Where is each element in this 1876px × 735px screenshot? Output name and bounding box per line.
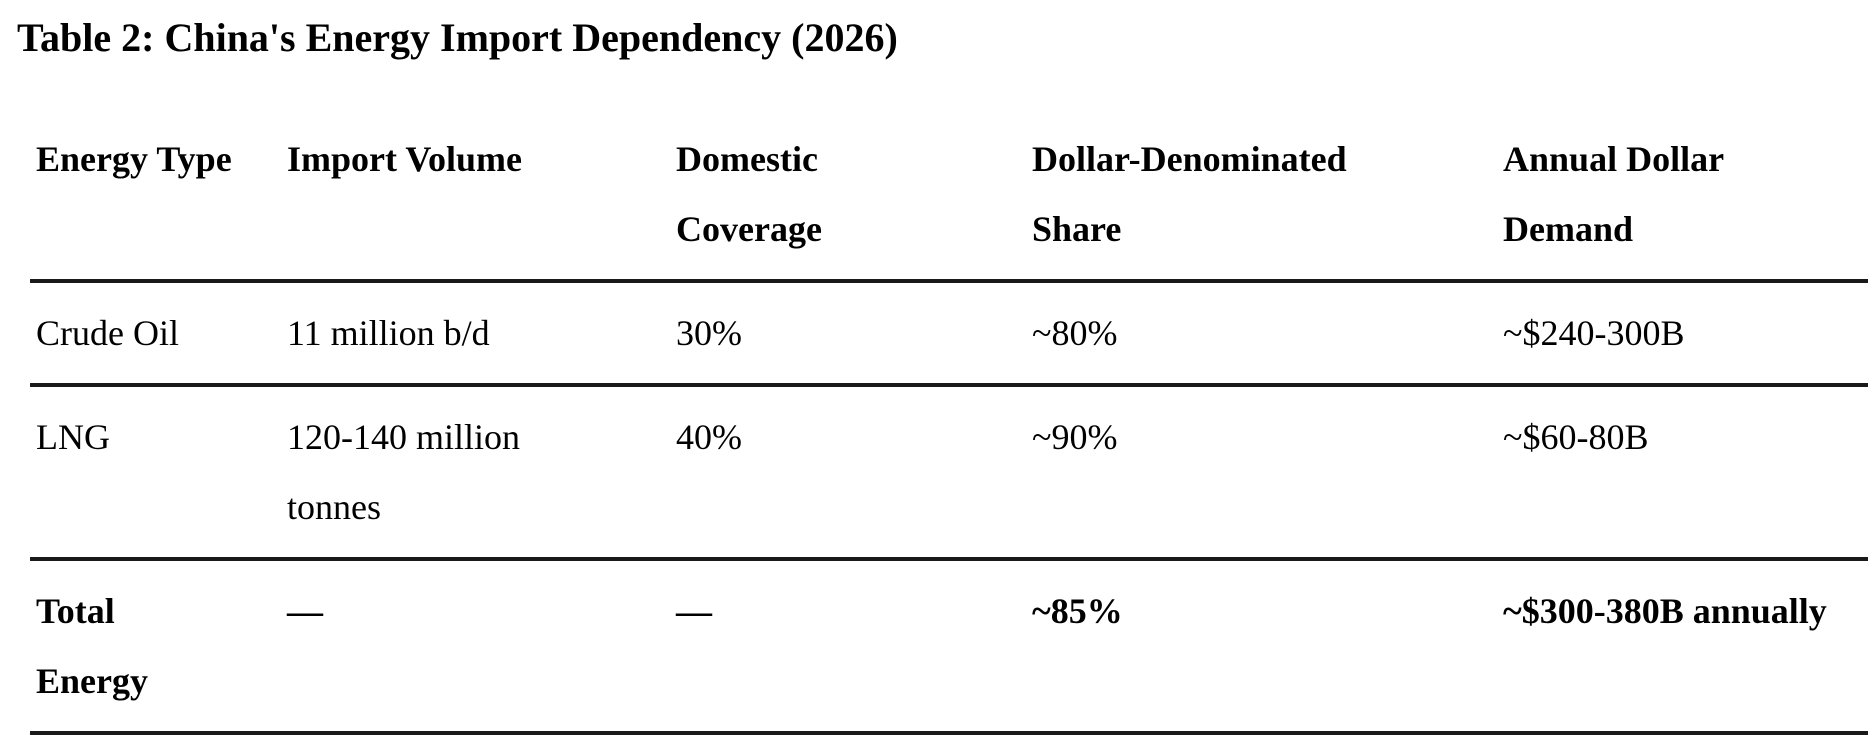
header-line: Import Volume — [287, 139, 523, 179]
header-line: Share — [1032, 209, 1122, 249]
cell-line: Crude Oil — [36, 313, 179, 353]
cell-total-energy-type: Total Energy — [30, 559, 281, 735]
page-title: Table 2: China's Energy Import Dependenc… — [17, 15, 898, 60]
energy-import-table: Energy Type Import Volume Domestic Cover… — [30, 109, 1868, 735]
cell-lng-annual-demand: ~$60-80B — [1497, 385, 1868, 561]
cell-line: — — [287, 591, 323, 631]
table-row-lng: LNG 120-140 million tonnes 40% ~90% ~$60… — [30, 385, 1868, 561]
header-line: Demand — [1503, 209, 1634, 249]
cell-lng-energy-type: LNG — [30, 385, 281, 561]
cell-crude-oil-annual-demand: ~$240-300B — [1497, 281, 1868, 387]
cell-line: ~$240-300B — [1503, 313, 1685, 353]
cell-line: 40% — [676, 417, 742, 457]
cell-crude-oil-energy-type: Crude Oil — [30, 281, 281, 387]
header-domestic-coverage: Domestic Coverage — [670, 109, 1026, 283]
cell-line: ~90% — [1032, 417, 1118, 457]
cell-line: ~$60-80B — [1503, 417, 1649, 457]
cell-lng-domestic-coverage: 40% — [670, 385, 1026, 561]
header-line: Dollar-Denominated — [1032, 139, 1347, 179]
cell-crude-oil-domestic-coverage: 30% — [670, 281, 1026, 387]
table-header: Energy Type Import Volume Domestic Cover… — [30, 109, 1868, 283]
table-body: Crude Oil 11 million b/d 30% ~80% ~$240-… — [30, 281, 1868, 735]
cell-line: Total — [36, 591, 115, 631]
header-dollar-denominated-share: Dollar-Denominated Share — [1026, 109, 1497, 283]
cell-line: ~$300-380B annually — [1503, 591, 1827, 631]
cell-lng-import-volume: 120-140 million tonnes — [281, 385, 670, 561]
cell-crude-oil-import-volume: 11 million b/d — [281, 281, 670, 387]
cell-line: ~80% — [1032, 313, 1118, 353]
cell-line: tonnes — [287, 487, 381, 527]
header-line: Coverage — [676, 209, 822, 249]
cell-crude-oil-dollar-share: ~80% — [1026, 281, 1497, 387]
header-annual-dollar-demand: Annual Dollar Demand — [1497, 109, 1868, 283]
header-line: Annual Dollar — [1503, 139, 1725, 179]
cell-total-annual-demand: ~$300-380B annually — [1497, 559, 1868, 735]
header-line: Domestic — [676, 139, 818, 179]
cell-lng-dollar-share: ~90% — [1026, 385, 1497, 561]
cell-line: LNG — [36, 417, 110, 457]
cell-total-import-volume: — — [281, 559, 670, 735]
header-import-volume: Import Volume — [281, 109, 670, 283]
header-row: Energy Type Import Volume Domestic Cover… — [30, 109, 1868, 283]
cell-line: — — [676, 591, 712, 631]
table-row-total-energy: Total Energy — — ~85% ~$300-380B annuall… — [30, 559, 1868, 735]
cell-line: 30% — [676, 313, 742, 353]
cell-line: 120-140 million — [287, 417, 520, 457]
cell-total-domestic-coverage: — — [670, 559, 1026, 735]
table-row-crude-oil: Crude Oil 11 million b/d 30% ~80% ~$240-… — [30, 281, 1868, 387]
cell-line: 11 million b/d — [287, 313, 490, 353]
cell-line: ~85% — [1032, 591, 1123, 631]
cell-total-dollar-share: ~85% — [1026, 559, 1497, 735]
header-line: Energy Type — [36, 139, 232, 179]
header-energy-type: Energy Type — [30, 109, 281, 283]
energy-import-table-container: Energy Type Import Volume Domestic Cover… — [30, 109, 1868, 735]
cell-line: Energy — [36, 661, 148, 701]
